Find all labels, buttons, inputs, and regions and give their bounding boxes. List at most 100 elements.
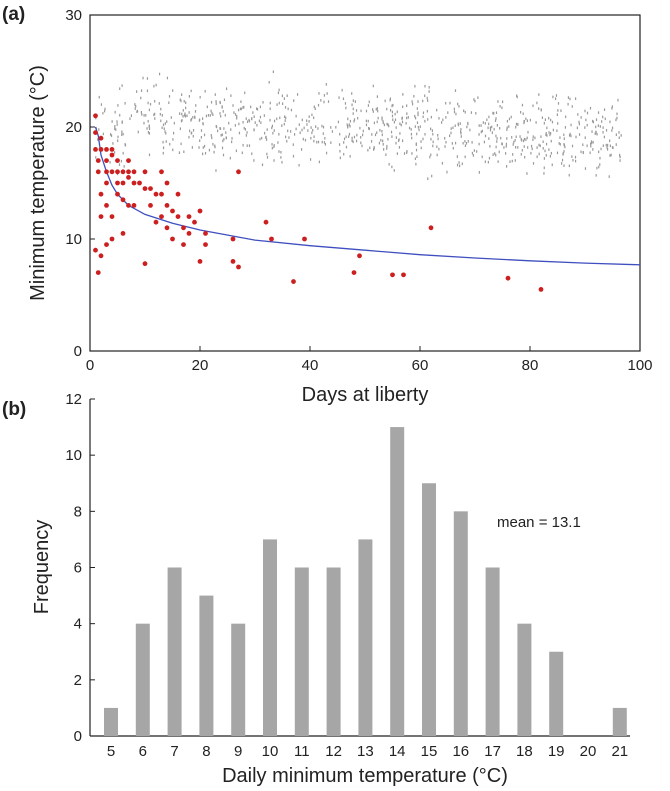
background-point [375,107,377,111]
background-point [611,105,613,108]
background-point [284,106,287,109]
background-point [376,120,378,124]
background-point [116,123,118,126]
background-point [134,107,136,110]
background-point [458,161,460,164]
background-point [495,145,497,149]
highlight-point [181,242,186,248]
background-point [352,107,354,111]
background-point [611,126,614,130]
background-point [292,143,294,146]
background-point [584,109,586,113]
background-point [506,119,509,123]
background-point [505,142,508,146]
background-point [569,97,571,101]
highlight-point [186,231,192,236]
background-point [373,121,376,125]
background-point [538,143,540,147]
background-point [188,111,190,114]
background-point [191,146,193,149]
background-point [292,154,295,158]
background-point [231,140,233,144]
background-point [399,122,401,126]
background-point [382,139,384,143]
highlight-point [120,169,126,175]
background-point [555,94,558,97]
background-point [618,136,620,140]
background-point [399,132,401,135]
background-point [557,122,559,125]
background-point [550,118,552,122]
background-point [225,131,227,134]
background-point [430,137,432,141]
background-point [454,89,457,92]
background-point [351,103,353,107]
background-point [616,116,618,120]
background-point [148,125,150,128]
background-point [352,99,354,102]
background-point [284,119,286,122]
background-point [476,150,478,153]
background-point [386,147,388,150]
highlight-point [98,135,104,141]
background-point [229,156,231,160]
background-point [606,148,609,151]
background-point [283,97,285,100]
background-point [213,150,215,154]
histogram-bar [294,567,309,736]
background-point [523,121,525,125]
background-point [123,165,125,168]
background-point [595,174,597,177]
background-point [391,114,394,118]
background-point [384,99,386,103]
background-point [595,125,597,129]
background-point [462,141,464,145]
background-point [422,111,425,115]
histogram-bar [612,707,627,736]
background-point [235,149,238,153]
background-point [230,94,232,97]
background-point [207,114,210,117]
background-point [341,88,343,92]
background-point [398,139,400,143]
background-point [190,89,192,93]
background-point [161,114,163,117]
background-point [269,107,271,111]
background-point [164,122,166,125]
histogram-x-tick-label: 19 [548,743,565,760]
background-point [331,130,334,133]
background-point [201,117,204,120]
background-point [140,110,143,114]
background-point [225,136,227,140]
background-point [145,114,147,117]
background-point [109,133,112,136]
background-point [597,111,600,114]
background-point [155,83,157,87]
background-point [515,125,517,129]
background-point [389,98,391,102]
highlight-point [98,253,104,259]
background-point [542,147,544,150]
background-point [388,162,390,166]
highlight-point [126,158,131,164]
background-point [410,132,413,136]
background-point [168,101,170,104]
background-point [338,96,340,99]
background-point [496,137,498,140]
background-point [549,154,551,158]
background-point [619,155,621,159]
background-point [373,148,375,151]
background-point [147,131,150,134]
background-point [574,155,577,159]
background-point [520,110,522,114]
highlight-point [104,158,109,164]
background-point [256,107,259,111]
background-point [484,160,486,164]
background-point [539,144,541,148]
highlight-point [93,130,98,136]
background-point [505,145,507,148]
background-point [474,99,476,103]
background-point [411,100,413,103]
background-point [454,124,456,128]
